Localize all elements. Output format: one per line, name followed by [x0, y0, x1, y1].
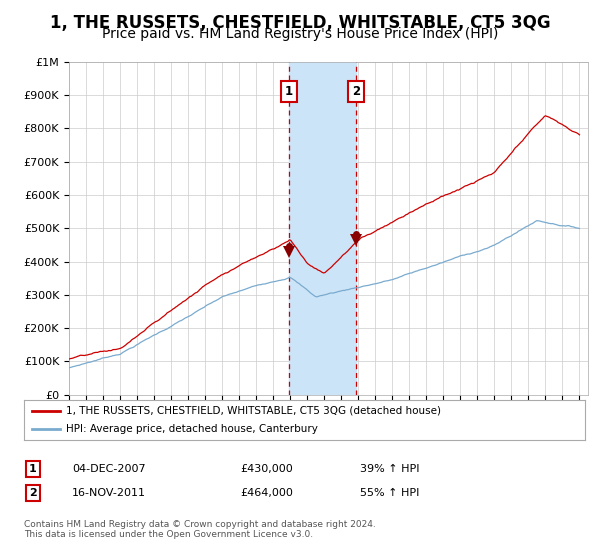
Text: HPI: Average price, detached house, Canterbury: HPI: Average price, detached house, Cant… [66, 424, 318, 434]
Text: 1, THE RUSSETS, CHESTFIELD, WHITSTABLE, CT5 3QG (detached house): 1, THE RUSSETS, CHESTFIELD, WHITSTABLE, … [66, 406, 441, 416]
Text: 04-DEC-2007: 04-DEC-2007 [72, 464, 146, 474]
Text: 55% ↑ HPI: 55% ↑ HPI [360, 488, 419, 498]
Text: 2: 2 [352, 85, 360, 98]
Text: £430,000: £430,000 [240, 464, 293, 474]
Text: 39% ↑ HPI: 39% ↑ HPI [360, 464, 419, 474]
Text: Price paid vs. HM Land Registry's House Price Index (HPI): Price paid vs. HM Land Registry's House … [102, 27, 498, 41]
Text: 2: 2 [29, 488, 37, 498]
Text: 1: 1 [29, 464, 37, 474]
Text: £464,000: £464,000 [240, 488, 293, 498]
Text: 1: 1 [285, 85, 293, 98]
Bar [289, 62, 356, 395]
Text: 1, THE RUSSETS, CHESTFIELD, WHITSTABLE, CT5 3QG: 1, THE RUSSETS, CHESTFIELD, WHITSTABLE, … [50, 14, 550, 32]
Text: 16-NOV-2011: 16-NOV-2011 [72, 488, 146, 498]
Text: Contains HM Land Registry data © Crown copyright and database right 2024.
This d: Contains HM Land Registry data © Crown c… [24, 520, 376, 539]
